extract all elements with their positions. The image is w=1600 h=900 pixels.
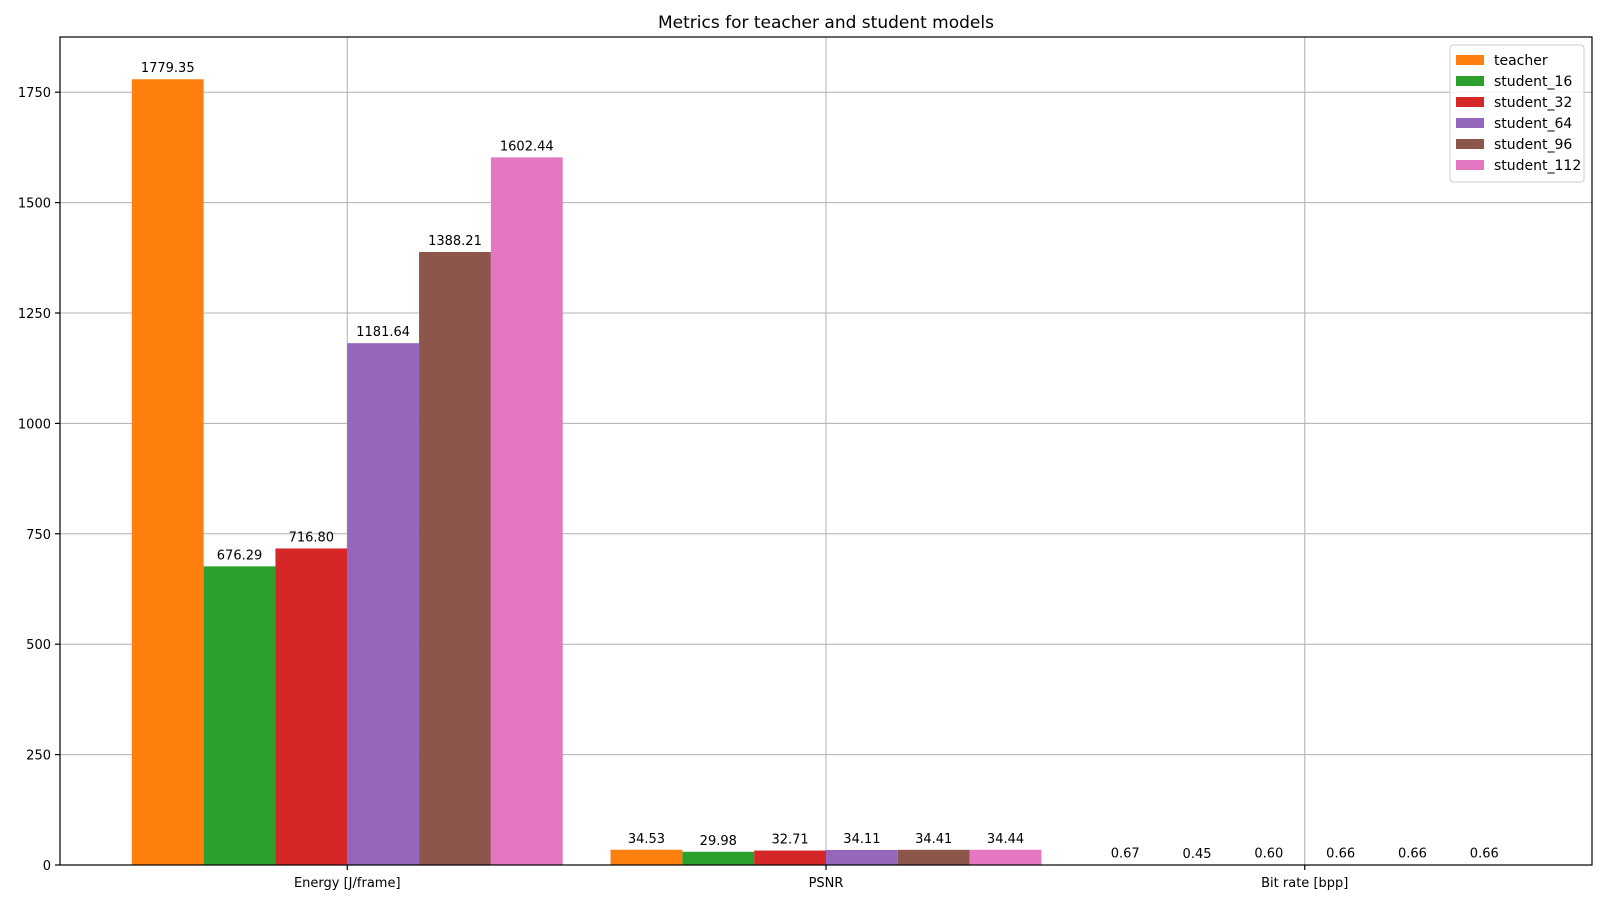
legend-label-student-96: student_96 [1494,137,1572,153]
legend-swatch-student-16 [1456,76,1484,86]
value-label-student-64-bit-rate-bpp: 0.66 [1326,847,1355,862]
bar-student-32-energy-j-frame [275,548,348,865]
y-tick-label: 250 [26,749,51,764]
legend: teacher student_16 student_32 student_64stu… [1449,44,1585,183]
x-axis: Energy [J/frame] PSNR Bit rate [bpp] [294,865,1348,891]
bar-student-64-energy-j-frame [347,343,420,866]
value-label-teacher-psnr: 34.53 [628,832,665,847]
legend-label-student-64: student_64 [1494,116,1572,132]
y-tick-label: 0 [43,859,51,874]
legend-swatch-student-112 [1456,160,1484,170]
bar-student-32-psnr [754,850,826,865]
chart-title: Metrics for teacher and student models [658,13,994,33]
data-labels: 1779.35 34.53 0.67 676.29 29.98 0.45 716.80 32.… [141,61,1499,862]
bars [131,79,1521,866]
value-label-student-112-psnr: 34.44 [987,832,1024,847]
legend-swatch-student-32 [1456,97,1484,107]
value-label-student-112-energy-j-frame: 1602.44 [500,139,554,154]
legend-label-student-112: student_112 [1494,158,1581,174]
y-axis: 0 250 500 750 1000 1250 1500 1750 [18,86,60,874]
value-label-student-32-energy-j-frame: 716.80 [289,530,335,545]
value-label-student-96-bit-rate-bpp: 0.66 [1398,847,1427,862]
value-label-student-96-energy-j-frame: 1388.21 [428,234,482,249]
y-tick-label: 750 [26,528,51,543]
value-label-student-96-psnr: 34.41 [915,832,952,847]
bar-student-16-psnr [682,851,755,865]
y-tick-label: 1750 [18,86,51,101]
legend-label-teacher: teacher [1494,53,1548,69]
y-tick-label: 500 [26,638,51,653]
value-label-student-16-bit-rate-bpp: 0.45 [1183,847,1212,862]
bar-student-112-psnr [969,849,1042,865]
bar-student-96-psnr [897,849,970,865]
value-label-teacher-energy-j-frame: 1779.35 [141,61,195,76]
value-label-student-112-bit-rate-bpp: 0.66 [1470,847,1499,862]
legend-swatch-teacher [1456,55,1484,65]
legend-label-student-32: student_32 [1494,95,1572,111]
value-label-student-64-energy-j-frame: 1181.64 [356,325,410,340]
value-label-student-64-psnr: 34.11 [843,832,880,847]
legend-label-student-16: student_16 [1494,74,1572,90]
x-tick-label: Energy [J/frame] [294,876,401,891]
legend-swatch-student-64 [1456,118,1484,128]
bar-student-64-psnr [826,849,898,865]
value-label-student-32-bit-rate-bpp: 0.60 [1254,847,1283,862]
bar-student-16-energy-j-frame [203,566,276,865]
value-label-teacher-bit-rate-bpp: 0.67 [1111,847,1140,862]
value-label-student-16-psnr: 29.98 [700,834,737,849]
bar-teacher-psnr [610,849,683,865]
x-tick-label: PSNR [809,876,844,891]
bar-student-112-energy-j-frame [490,157,563,866]
bar-student-96-energy-j-frame [419,251,491,866]
bar-teacher-energy-j-frame [131,79,204,866]
value-label-student-32-psnr: 32.71 [771,833,808,848]
value-label-student-16-energy-j-frame: 676.29 [217,548,263,563]
x-tick-label: Bit rate [bpp] [1261,876,1348,891]
legend-swatch-student-96 [1456,139,1484,149]
y-tick-label: 1000 [18,417,51,432]
y-tick-label: 1500 [18,197,51,212]
y-tick-label: 1250 [18,307,51,322]
